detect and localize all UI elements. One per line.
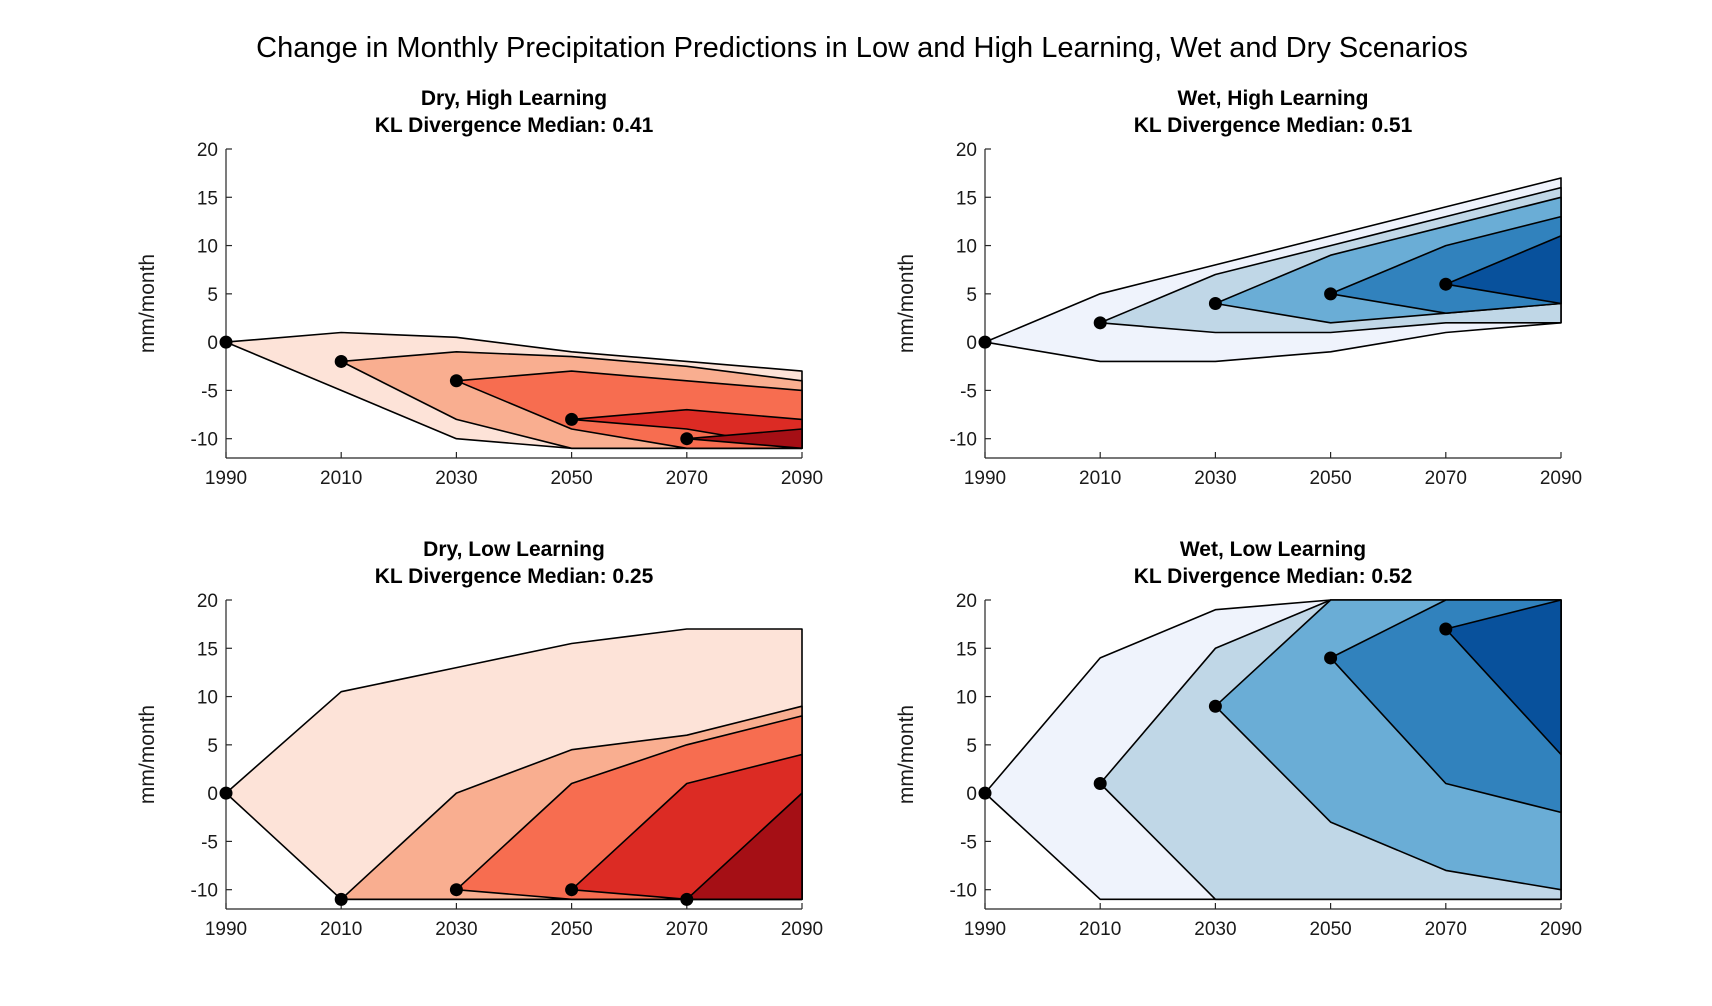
x-tick-label: 2090 [1540,919,1582,940]
y-tick-label: -10 [191,881,218,902]
y-axis-label: mm/month [895,705,918,804]
panel-subtitle: KL Divergence Median: 0.51 [1134,114,1413,137]
band-5 [685,792,803,901]
x-tick-label: 2030 [1194,468,1236,489]
x-tick-label: 2010 [1079,468,1121,489]
x-tick-label: 2030 [435,919,477,940]
data-point [1324,287,1338,301]
y-tick-label: 10 [197,237,218,258]
y-tick-label: -5 [960,832,977,853]
y-tick-label: -5 [960,381,977,402]
bands [225,331,803,450]
y-tick-label: 5 [966,736,977,757]
x-tick-label: 2030 [1194,919,1236,940]
y-tick-label: 5 [966,285,977,306]
data-point [1093,776,1107,790]
y-tick-label: -5 [201,832,218,853]
bands [984,177,1562,363]
y-tick-label: 5 [207,285,218,306]
data-point [449,883,463,897]
data-point [680,892,694,906]
y-tick-label: -5 [201,381,218,402]
y-tick-label: 15 [197,639,218,660]
y-tick-label: 20 [956,591,977,612]
y-tick-label: -10 [950,430,977,451]
bands [225,628,803,901]
y-tick-label: 15 [956,639,977,660]
x-tick-label: 2010 [320,468,362,489]
y-tick-label: 15 [956,188,977,209]
y-tick-label: 20 [197,140,218,161]
x-tick-label: 2030 [435,468,477,489]
data-point [334,892,348,906]
data-point [565,883,579,897]
panel-dry-low-learning: Dry, Low Learning KL Divergence Median: 0… [136,538,823,940]
y-tick-label: -10 [950,881,977,902]
data-point [219,335,233,349]
y-tick-label: 10 [956,688,977,709]
panel-title: Dry, Low Learning [423,538,605,561]
y-axis-label: mm/month [895,254,918,353]
data-point [978,786,992,800]
data-point [1208,699,1222,713]
band-5 [1445,599,1562,756]
panel-wet-high-learning: Wet, High Learning KL Divergence Median: … [895,87,1582,489]
data-point [219,786,233,800]
y-tick-label: 0 [966,784,977,805]
panel-wet-low-learning: Wet, Low Learning KL Divergence Median: 0… [895,538,1582,940]
figure-title: Change in Monthly Precipitation Predicti… [256,32,1468,64]
x-tick-label: 2090 [1540,468,1582,489]
panel-subtitle: KL Divergence Median: 0.25 [375,565,654,588]
data-point [565,412,579,426]
x-tick-label: 1990 [205,468,247,489]
panel-title: Wet, Low Learning [1180,538,1366,561]
x-tick-label: 2050 [550,919,592,940]
panel-subtitle: KL Divergence Median: 0.41 [375,114,654,137]
y-axis-label: mm/month [136,705,159,804]
x-tick-label: 2010 [320,919,362,940]
x-tick-label: 2070 [1425,468,1467,489]
y-axis-label: mm/month [136,254,159,353]
y-tick-label: 0 [207,333,218,354]
data-point [1208,297,1222,310]
y-tick-label: -10 [191,430,218,451]
data-point [680,432,694,446]
y-tick-label: 15 [197,188,218,209]
y-tick-label: 10 [197,688,218,709]
panel-subtitle: KL Divergence Median: 0.52 [1134,565,1413,588]
data-point [978,335,992,349]
y-tick-label: 20 [956,140,977,161]
y-tick-label: 10 [956,237,977,258]
data-point [1439,277,1453,291]
x-tick-label: 2050 [1309,919,1351,940]
x-tick-label: 2070 [666,919,708,940]
x-tick-label: 2090 [781,468,823,489]
data-point [1439,622,1453,636]
data-point [1324,651,1338,665]
x-tick-label: 1990 [964,919,1006,940]
y-tick-label: 5 [207,736,218,757]
y-tick-label: 20 [197,591,218,612]
panel-dry-high-learning: Dry, High Learning KL Divergence Median: … [136,87,823,489]
x-tick-label: 2070 [1425,919,1467,940]
data-point [334,354,348,368]
panel-title: Wet, High Learning [1178,87,1369,110]
x-tick-label: 2050 [550,468,592,489]
y-tick-label: 0 [966,333,977,354]
y-tick-label: 0 [207,784,218,805]
x-tick-label: 2090 [781,919,823,940]
data-point [1093,316,1107,330]
panels: Dry, High Learning KL Divergence Median: … [136,87,1582,940]
data-point [449,374,463,388]
panel-title: Dry, High Learning [421,87,607,110]
bands [984,599,1562,901]
x-tick-label: 1990 [964,468,1006,489]
x-tick-label: 2010 [1079,919,1121,940]
band-5 [685,428,803,450]
x-tick-label: 1990 [205,919,247,940]
x-tick-label: 2050 [1309,468,1351,489]
band-5 [1445,235,1562,305]
x-tick-label: 2070 [666,468,708,489]
